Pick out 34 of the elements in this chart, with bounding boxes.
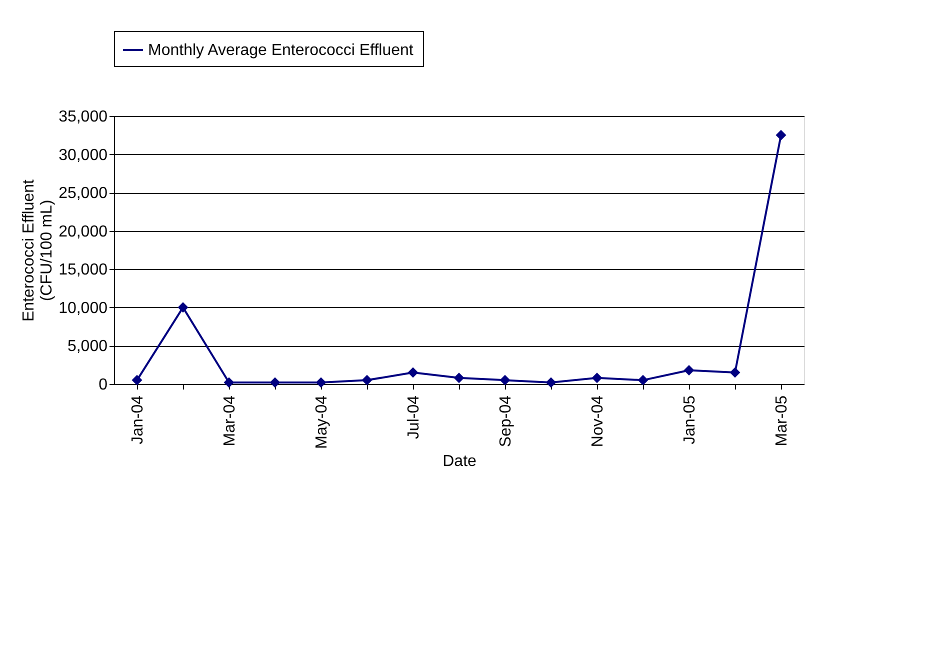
point <box>316 377 326 388</box>
x-tick-label: May-04 <box>314 395 330 449</box>
point <box>132 374 142 386</box>
y-tick-label: 15,000 <box>58 262 108 279</box>
point <box>684 364 694 376</box>
y-axis-title: Enterococci Effluent (CFU/100 mL) <box>20 178 56 322</box>
point <box>178 302 188 313</box>
x-tick-label: Mar-04 <box>222 395 238 446</box>
x-axis-title: Date <box>442 452 476 470</box>
x-tick-label: Nov-04 <box>590 395 606 448</box>
x-tick-label: Sep-04 <box>498 395 514 448</box>
y-tick-label: 30,000 <box>58 146 108 164</box>
y-tick-label: 25,000 <box>58 185 108 202</box>
point <box>454 372 464 384</box>
point <box>730 367 740 378</box>
point <box>500 374 510 386</box>
x-tick-label: Jan-05 <box>682 395 698 444</box>
y-tick-label: 10,000 <box>58 300 108 317</box>
x-tick-label: Jul-04 <box>406 395 422 440</box>
point <box>638 374 648 386</box>
point <box>362 374 372 386</box>
point <box>592 372 602 384</box>
legend-label: Monthly Average Enterococci Effluent <box>148 42 414 59</box>
y-tick-label: 35,000 <box>58 108 108 126</box>
x-tick-label: Mar-05 <box>774 395 790 446</box>
y-tick-label: 0 <box>98 376 108 394</box>
point <box>776 130 786 140</box>
x-tick-label: Jan-04 <box>130 395 146 444</box>
y-tick-label: 5,000 <box>67 338 108 356</box>
point <box>546 377 556 388</box>
point <box>408 367 418 378</box>
point <box>224 377 234 388</box>
y-tick-label: 20,000 <box>58 223 108 240</box>
point <box>270 377 280 388</box>
